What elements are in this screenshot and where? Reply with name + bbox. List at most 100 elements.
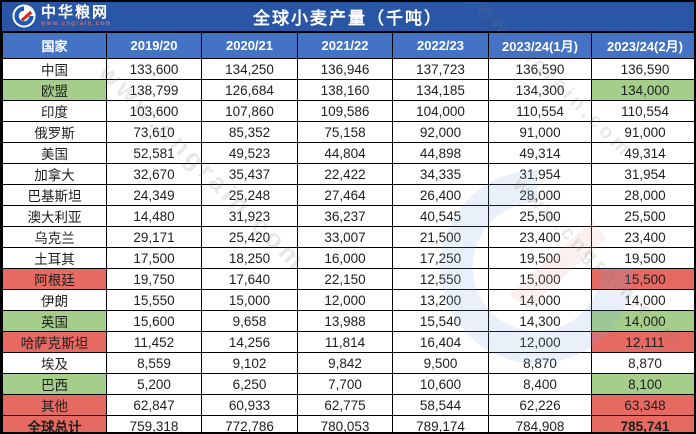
- table-row: 伊朗 15,550 15,000 12,000 13,200 14,000 14,000: [2, 289, 694, 311]
- country-cell: 俄罗斯: [2, 121, 107, 143]
- value-cell: 24,349: [106, 184, 202, 206]
- value-cell: 13,200: [392, 289, 489, 311]
- value-cell: 17,250: [392, 247, 489, 269]
- value-cell: 27,464: [297, 184, 393, 206]
- value-cell: 29,171: [106, 226, 202, 248]
- value-cell: 92,000: [392, 121, 489, 143]
- country-cell: 英国: [2, 310, 107, 332]
- value-cell: 6,250: [201, 373, 298, 395]
- table-row: 中国 133,600 134,250 136,946 137,723 136,590 136…: [2, 58, 694, 80]
- table-row: 乌克兰 29,171 25,420 33,007 21,500 23,400 23,400: [2, 226, 694, 248]
- table-row: 澳大利亚 14,480 31,923 36,237 40,545 25,500 25,500: [2, 205, 694, 227]
- value-cell: 14,480: [106, 205, 202, 227]
- value-cell: 49,314: [488, 142, 592, 164]
- value-cell: 19,750: [106, 268, 202, 290]
- column-header-season: 2020/21: [201, 32, 298, 59]
- value-cell: 58,544: [392, 394, 489, 416]
- value-cell: 49,314: [591, 142, 694, 164]
- value-cell: 18,250: [201, 247, 298, 269]
- value-cell: 138,799: [106, 79, 202, 101]
- value-cell: 19,500: [488, 247, 592, 269]
- value-cell: 136,590: [488, 58, 592, 80]
- country-cell: 加拿大: [2, 163, 107, 185]
- value-cell: 7,700: [297, 373, 393, 395]
- value-cell: 52,581: [106, 142, 202, 164]
- brand: 中华粮网 www.cngrain.com: [12, 4, 112, 28]
- value-cell: 36,237: [297, 205, 393, 227]
- value-cell: 31,954: [488, 163, 592, 185]
- table-header-row: 国家 2019/20 2020/21 2021/22 2022/23 2023/24(1月…: [2, 32, 694, 59]
- value-cell: 12,000: [297, 289, 393, 311]
- column-header-season: 2021/22: [297, 32, 393, 59]
- value-cell: 73,610: [106, 121, 202, 143]
- country-cell: 伊朗: [2, 289, 107, 311]
- value-cell: 8,400: [488, 373, 592, 395]
- value-cell: 137,723: [392, 58, 489, 80]
- value-cell: 11,452: [106, 331, 202, 353]
- value-cell: 134,185: [392, 79, 489, 101]
- value-cell: 12,550: [392, 268, 489, 290]
- value-cell: 15,550: [106, 289, 202, 311]
- value-cell: 34,335: [392, 163, 489, 185]
- value-cell: 133,600: [106, 58, 202, 80]
- column-header-season: 2023/24(1月): [488, 32, 592, 59]
- page-title: 全球小麦产量（千吨）: [253, 9, 443, 28]
- value-cell: 12,000: [488, 331, 592, 353]
- value-cell: 28,000: [591, 184, 694, 206]
- value-cell: 25,420: [201, 226, 298, 248]
- value-cell: 772,786: [201, 415, 298, 432]
- value-cell: 16,000: [297, 247, 393, 269]
- value-cell: 35,437: [201, 163, 298, 185]
- value-cell: 110,554: [488, 100, 592, 122]
- value-cell: 10,600: [392, 373, 489, 395]
- value-cell: 60,933: [201, 394, 298, 416]
- country-cell: 欧盟: [2, 79, 107, 101]
- value-cell: 25,500: [488, 205, 592, 227]
- value-cell: 15,500: [591, 268, 694, 290]
- value-cell: 103,600: [106, 100, 202, 122]
- value-cell: 109,586: [297, 100, 393, 122]
- country-cell: 其他: [2, 394, 107, 416]
- column-header-season: 2019/20: [106, 32, 202, 59]
- value-cell: 22,150: [297, 268, 393, 290]
- table-row: 阿根廷 19,750 17,640 22,150 12,550 15,000 15,500: [2, 268, 694, 290]
- value-cell: 136,590: [591, 58, 694, 80]
- value-cell: 9,102: [201, 352, 298, 374]
- value-cell: 32,670: [106, 163, 202, 185]
- table-row: 俄罗斯 73,610 85,352 75,158 92,000 91,000 91,000: [2, 121, 694, 143]
- value-cell: 22,422: [297, 163, 393, 185]
- value-cell: 25,500: [591, 205, 694, 227]
- country-cell: 巴基斯坦: [2, 184, 107, 206]
- value-cell: 785,741: [591, 415, 694, 432]
- country-cell: 阿根廷: [2, 268, 107, 290]
- value-cell: 9,500: [392, 352, 489, 374]
- table-row: 巴西 5,200 6,250 7,700 10,600 8,400 8,100: [2, 373, 694, 395]
- value-cell: 134,000: [591, 79, 694, 101]
- value-cell: 62,226: [488, 394, 592, 416]
- value-cell: 19,500: [591, 247, 694, 269]
- value-cell: 15,000: [488, 268, 592, 290]
- value-cell: 759,318: [106, 415, 202, 432]
- value-cell: 9,842: [297, 352, 393, 374]
- value-cell: 780,053: [297, 415, 393, 432]
- value-cell: 26,400: [392, 184, 489, 206]
- value-cell: 44,804: [297, 142, 393, 164]
- value-cell: 14,000: [591, 310, 694, 332]
- column-header-season: 2022/23: [392, 32, 489, 59]
- country-cell: 土耳其: [2, 247, 107, 269]
- value-cell: 91,000: [488, 121, 592, 143]
- value-cell: 25,248: [201, 184, 298, 206]
- value-cell: 9,658: [201, 310, 298, 332]
- value-cell: 104,000: [392, 100, 489, 122]
- country-cell: 全球总计: [2, 415, 107, 432]
- country-cell: 巴西: [2, 373, 107, 395]
- value-cell: 14,000: [591, 289, 694, 311]
- country-cell: 印度: [2, 100, 107, 122]
- value-cell: 23,400: [488, 226, 592, 248]
- value-cell: 14,256: [201, 331, 298, 353]
- table-row: 其他 62,847 60,933 62,775 58,544 62,226 63,348: [2, 394, 694, 416]
- value-cell: 136,946: [297, 58, 393, 80]
- brand-url: www.cngrain.com: [41, 21, 113, 27]
- country-cell: 乌克兰: [2, 226, 107, 248]
- table-row: 欧盟 138,799 126,684 138,160 134,185 134,300 134…: [2, 79, 694, 101]
